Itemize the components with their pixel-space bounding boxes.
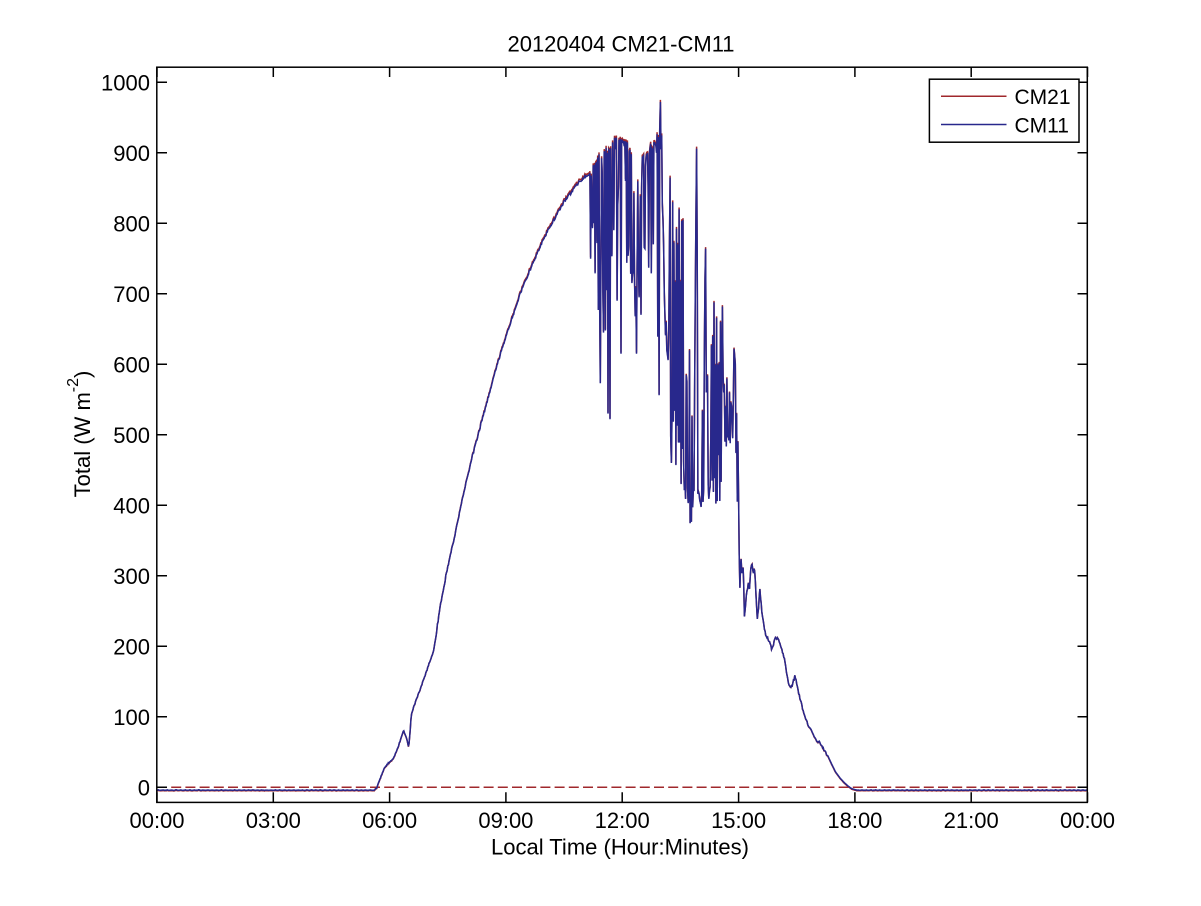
svg-text:600: 600 xyxy=(113,352,150,377)
svg-text:200: 200 xyxy=(113,634,150,659)
svg-text:800: 800 xyxy=(113,211,150,236)
svg-text:03:00: 03:00 xyxy=(246,808,301,833)
svg-text:00:00: 00:00 xyxy=(129,808,184,833)
svg-text:09:00: 09:00 xyxy=(478,808,533,833)
svg-text:1000: 1000 xyxy=(101,70,150,95)
svg-text:06:00: 06:00 xyxy=(362,808,417,833)
svg-text:18:00: 18:00 xyxy=(827,808,882,833)
svg-text:700: 700 xyxy=(113,282,150,307)
svg-text:300: 300 xyxy=(113,564,150,589)
svg-text:900: 900 xyxy=(113,141,150,166)
svg-text:500: 500 xyxy=(113,423,150,448)
svg-text:15:00: 15:00 xyxy=(711,808,766,833)
svg-text:CM11: CM11 xyxy=(1015,114,1069,137)
svg-text:12:00: 12:00 xyxy=(595,808,650,833)
svg-text:21:00: 21:00 xyxy=(944,808,999,833)
svg-text:400: 400 xyxy=(113,493,150,518)
svg-text:0: 0 xyxy=(138,775,150,800)
svg-text:100: 100 xyxy=(113,705,150,730)
svg-text:Local Time (Hour:Minutes): Local Time (Hour:Minutes) xyxy=(491,835,749,860)
svg-text:20120404 CM21-CM11: 20120404 CM21-CM11 xyxy=(507,32,734,57)
svg-text:00:00: 00:00 xyxy=(1060,808,1115,833)
svg-text:CM21: CM21 xyxy=(1015,86,1071,109)
